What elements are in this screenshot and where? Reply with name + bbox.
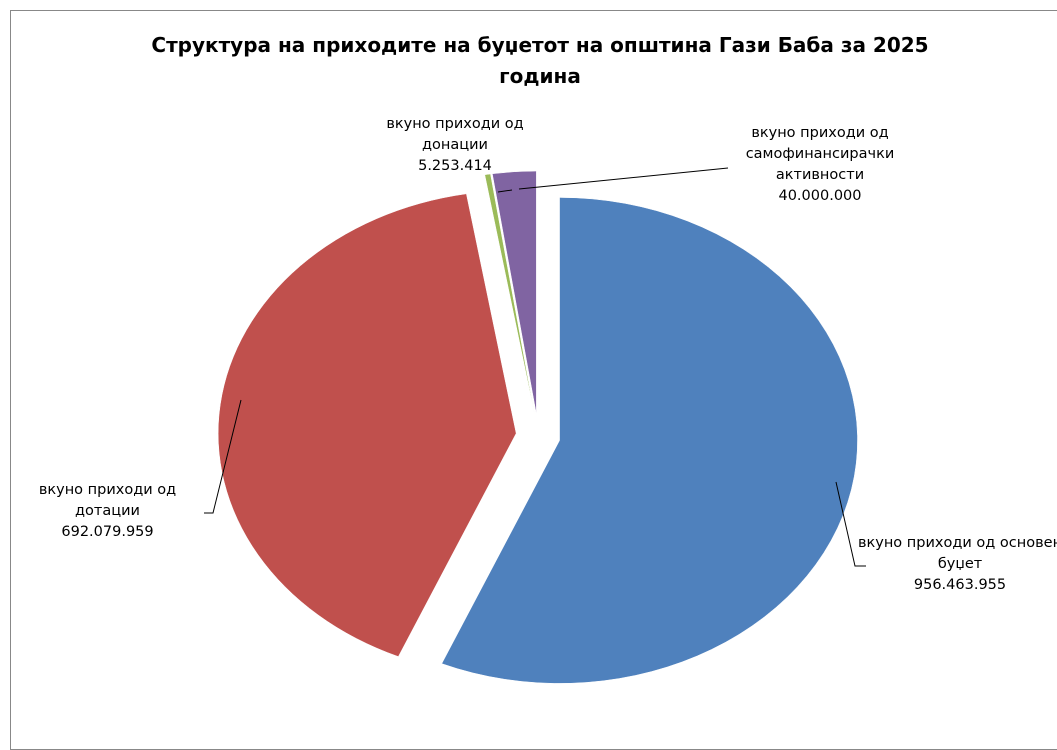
data-label: вкуно приходи од самофинансирачки активн… (720, 123, 920, 207)
data-label: вкуно приходи од основен буџет 956.463.95… (845, 533, 1057, 596)
category-label: вкуно приходи од самофинансирачки активн… (745, 125, 895, 183)
value-label: 5.253.414 (418, 158, 492, 174)
value-label: 40.000.000 (778, 188, 862, 204)
value-label: 956.463.955 (913, 577, 1007, 593)
pie-slice (441, 197, 858, 684)
category-label: вкуно приходи од основен буџет (857, 535, 1057, 572)
pie-slice (217, 193, 517, 657)
chart-title: Структура на приходите на буџетот на опш… (151, 33, 929, 88)
leader-line (835, 481, 866, 567)
pie-slice (484, 173, 535, 415)
leader-line (204, 399, 242, 514)
category-label: вкуно приходи од дотации (38, 482, 177, 519)
category-label: вкуно приходи од донации (386, 116, 524, 153)
chart (204, 167, 866, 684)
data-label: вкуно приходи од донации 5.253.414 (355, 114, 555, 177)
page: Структура на приходите на буџетот на опш… (10, 10, 1057, 750)
pie-slice (492, 170, 537, 415)
data-label: вкуно приходи од дотации 692.079.959 (15, 480, 200, 543)
leader-line (497, 189, 513, 193)
value-label: 692.079.959 (61, 524, 154, 540)
leader-line (518, 167, 729, 190)
